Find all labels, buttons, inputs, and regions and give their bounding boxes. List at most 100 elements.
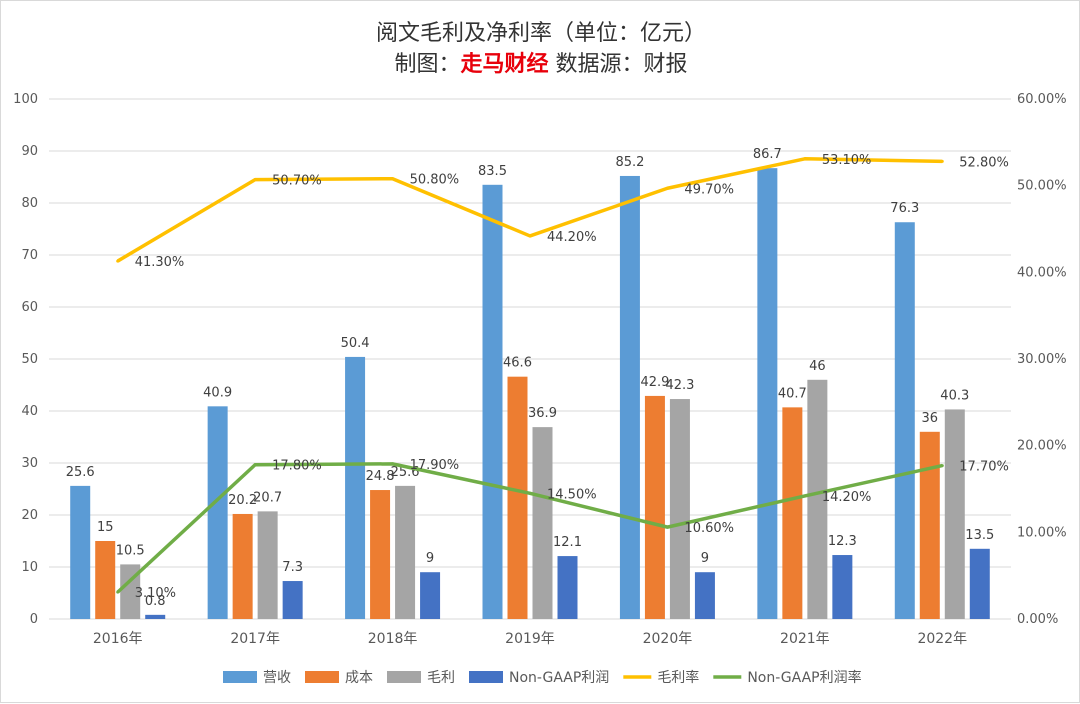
y-right-tick-label: 20.00%: [1017, 439, 1067, 454]
legend-label: 毛利: [427, 670, 455, 686]
line-value-label: 17.90%: [410, 458, 460, 473]
line-value-label: 41.30%: [135, 255, 185, 270]
y-right-tick-label: 0.00%: [1017, 612, 1058, 627]
bar-value-label: 42.3: [665, 378, 694, 393]
line-value-label: 3.10%: [135, 586, 176, 601]
bar-value-label: 25.6: [66, 465, 95, 480]
legend-label: Non-GAAP利润率: [747, 669, 861, 686]
y-left-tick-label: 50: [21, 352, 38, 367]
line-毛利率: [116, 157, 943, 263]
bar-value-label: 7.3: [282, 560, 303, 575]
bar-value-label: 10.5: [116, 543, 145, 558]
subtitle-brand: 走马财经: [460, 51, 549, 77]
bar-value-label: 36: [922, 411, 939, 426]
y-left-tick-label: 30: [21, 456, 38, 471]
bar-value-label: 40.9: [203, 385, 232, 400]
line-value-label: 14.20%: [822, 490, 872, 505]
y-left-tick-label: 80: [21, 196, 38, 211]
y-right-tick-label: 30.00%: [1017, 352, 1067, 367]
bar-营收: [619, 175, 640, 619]
line-point-Non-GAAP利润率: [665, 525, 669, 529]
bar-Non-GAAP利润: [282, 581, 303, 619]
y-left-tick-label: 0: [30, 612, 38, 627]
bar-Non-GAAP利润: [145, 614, 166, 619]
bar-value-label: 20.2: [228, 493, 257, 508]
bar-value-label: 86.7: [753, 147, 782, 162]
bar-value-label: 46.6: [503, 356, 532, 371]
line-value-label: 17.80%: [272, 459, 322, 474]
line-point-毛利率: [391, 177, 395, 181]
bar-Non-GAAP利润: [969, 548, 990, 619]
bar-value-label: 9: [701, 551, 709, 566]
line-point-毛利率: [116, 259, 120, 263]
line-value-label: 49.70%: [684, 182, 734, 197]
bar-成本: [95, 541, 116, 619]
bar-营收: [207, 406, 228, 619]
bar-value-label: 50.4: [341, 336, 370, 351]
bar-value-label: 83.5: [478, 164, 507, 179]
bar-营收: [894, 222, 915, 620]
y-right-tick-label: 60.00%: [1017, 92, 1067, 107]
line-value-label: 50.70%: [272, 174, 322, 189]
x-category-label: 2017年: [230, 631, 280, 647]
bar-成本: [919, 431, 940, 619]
x-category-label: 2016年: [93, 631, 143, 647]
bar-value-label: 15: [97, 520, 114, 535]
bar-毛利: [669, 399, 690, 619]
line-value-label: 44.20%: [547, 230, 597, 245]
y-left-tick-label: 100: [13, 92, 38, 107]
bar-value-label: 76.3: [890, 201, 919, 216]
bar-value-label: 85.2: [615, 155, 644, 170]
y-left-tick-label: 70: [21, 248, 38, 263]
bar-value-label: 46: [809, 359, 826, 374]
legend-swatch: [305, 671, 339, 683]
chart-subtitle: 制图：走马财经 数据源：财报: [1, 46, 1080, 78]
bar-毛利: [944, 409, 965, 619]
y-right-tick-label: 50.00%: [1017, 179, 1067, 194]
subtitle-prefix: 制图：: [394, 52, 461, 77]
line-point-毛利率: [665, 186, 669, 190]
line-value-label: 10.60%: [684, 521, 734, 536]
line-point-毛利率: [253, 178, 257, 182]
x-category-label: 2019年: [505, 631, 555, 647]
line-point-Non-GAAP利润率: [116, 590, 120, 594]
bar-Non-GAAP利润: [420, 572, 441, 619]
legend-swatch: [223, 671, 257, 683]
bar-value-label: 24.8: [366, 469, 395, 484]
y-right-tick-label: 10.00%: [1017, 525, 1067, 540]
y-left-tick-label: 20: [21, 508, 38, 523]
bar-value-label: 9: [426, 551, 434, 566]
bar-成本: [782, 407, 803, 619]
legend-swatch: [387, 671, 421, 683]
bar-成本: [370, 490, 391, 619]
bar-成本: [644, 395, 665, 619]
bar-毛利: [532, 427, 553, 619]
line-point-Non-GAAP利润率: [528, 491, 532, 495]
bar-Non-GAAP利润: [557, 556, 578, 619]
bar-Non-GAAP利润: [832, 555, 853, 619]
legend-label: 毛利率: [657, 669, 699, 686]
bar-value-label: 12.1: [553, 535, 582, 550]
line-point-毛利率: [940, 159, 944, 163]
legend-label: Non-GAAP利润: [509, 670, 609, 686]
legend-label: 营收: [263, 670, 291, 686]
line-point-Non-GAAP利润率: [391, 462, 395, 466]
chart-title: 阅文毛利及净利率（单位：亿元）: [375, 21, 706, 46]
subtitle-source: 数据源：财报: [548, 52, 688, 77]
bar-value-label: 36.9: [528, 406, 557, 421]
x-category-label: 2020年: [643, 631, 693, 647]
x-category-label: 2022年: [917, 631, 967, 647]
bar-value-label: 12.3: [828, 534, 857, 549]
line-value-label: 53.10%: [822, 153, 872, 168]
bar-毛利: [257, 511, 278, 619]
bar-营收: [482, 184, 503, 620]
line-value-label: 52.80%: [959, 155, 1009, 170]
x-category-label: 2021年: [780, 631, 830, 647]
bar-value-label: 20.7: [253, 490, 282, 505]
y-left-tick-label: 40: [21, 404, 38, 419]
line-point-Non-GAAP利润率: [940, 464, 944, 468]
x-category-label: 2018年: [368, 631, 418, 647]
bar-毛利: [807, 379, 828, 619]
line-value-label: 50.80%: [410, 173, 460, 188]
